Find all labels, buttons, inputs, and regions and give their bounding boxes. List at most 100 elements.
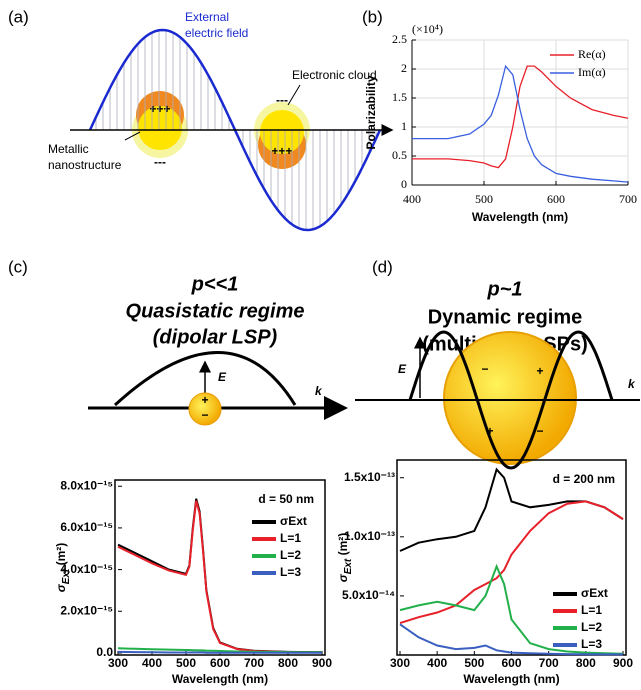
charge: − [201, 408, 208, 422]
y-label-sub: Ext [61, 568, 72, 584]
title: p~1 [486, 278, 522, 300]
x-axis-label: Wavelength (nm) [472, 210, 568, 224]
x-tick-label: 700 [619, 192, 637, 206]
legend-label: L=3 [280, 565, 301, 579]
frame [114, 479, 326, 656]
pointer [124, 131, 141, 141]
metal-label: nanostructure [48, 158, 122, 172]
field-label: electric field [185, 26, 248, 40]
annotation: d = 200 nm [553, 472, 615, 486]
x-tick-label: 600 [210, 656, 230, 670]
x-tick-label: 700 [539, 656, 559, 670]
y-tick-label: 0.5 [392, 148, 407, 162]
x-tick-label: 500 [176, 656, 196, 670]
annotation: d = 50 nm [258, 492, 314, 506]
x-tick-label: 500 [475, 192, 493, 206]
charge: + [201, 393, 208, 407]
y-label-main: Polarizability [364, 75, 378, 149]
legend-label: L=2 [581, 620, 602, 634]
legend-label: L=2 [280, 548, 301, 562]
y-label-unit: (m²) [54, 543, 68, 569]
y-label-unit: (m²) [336, 533, 350, 559]
x-tick-label: 300 [108, 656, 128, 670]
series-line [399, 500, 624, 625]
y-tick-label: 1.5 [392, 90, 407, 104]
y-tick-label: 2 [401, 61, 407, 75]
x-tick-label: 600 [547, 192, 565, 206]
series-line [412, 65, 629, 169]
y-axis-label: Polarizability [364, 75, 378, 149]
panel-c-diagram: (c) p<<1 Quasistatic regime (dipolar LSP… [8, 257, 348, 426]
scale-note: (×10⁴) [412, 22, 443, 36]
y-tick-label: 0.0 [96, 645, 113, 659]
charge: --- [154, 155, 166, 169]
legend-label: L=1 [581, 603, 602, 617]
y-axis-label: σExt (m²) [336, 533, 353, 583]
panel-d-diagram: (d) p~1 Dynamic regime (multipolar LSPs)… [355, 257, 640, 470]
panel-label: (b) [362, 7, 383, 26]
y-tick-label: 2.0x10⁻¹⁵ [60, 603, 113, 617]
title: Quasistatic regime [126, 300, 305, 322]
title: Dynamic regime [428, 306, 583, 328]
y-tick-label: 1 [401, 119, 407, 133]
y-tick-label: 0 [401, 177, 407, 191]
x-tick-label: 400 [142, 656, 162, 670]
legend-label: L=1 [280, 531, 301, 545]
series-line [399, 623, 623, 656]
y-tick-label: 1.0x10⁻¹³ [344, 529, 395, 543]
wave [113, 351, 297, 407]
x-axis-label: Wavelength (nm) [463, 672, 559, 686]
pointer [287, 84, 301, 106]
series-line [117, 650, 322, 654]
x-tick-label: 700 [244, 656, 264, 670]
panel-a: (a) External electric field Electronic c… [8, 7, 394, 232]
k-label: k [315, 384, 323, 398]
y-tick-label: 6.0x10⁻¹⁵ [60, 520, 113, 534]
legend-label: σExt [280, 514, 307, 528]
y-tick-label: 1.5x10⁻¹³ [344, 470, 395, 484]
x-tick-label: 400 [403, 192, 421, 206]
y-tick-label: 2.5 [392, 32, 407, 46]
charge: --- [276, 93, 288, 107]
panel-label: (d) [372, 257, 393, 276]
x-tick-label: 900 [613, 656, 633, 670]
x-tick-label: 400 [427, 656, 447, 670]
x-tick-label: 600 [501, 656, 521, 670]
series-line [117, 500, 323, 654]
charge: +++ [149, 102, 170, 116]
x-axis-label: Wavelength (nm) [172, 672, 268, 686]
frame [396, 459, 627, 656]
charge: − [481, 362, 488, 376]
x-tick-label: 900 [312, 656, 332, 670]
y-tick-label: 4.0x10⁻¹⁵ [60, 562, 113, 576]
x-tick-label: 500 [464, 656, 484, 670]
field-label: External [185, 10, 229, 24]
k-label: k [628, 377, 636, 391]
series-line [117, 647, 323, 654]
charge: + [536, 364, 543, 378]
metal-core [138, 106, 182, 150]
legend-label: L=3 [581, 637, 602, 651]
y-axis-label: σExt (m²) [54, 543, 71, 593]
panel-label: (c) [8, 257, 28, 276]
particle [443, 331, 577, 465]
legend-label: Im(α) [578, 65, 606, 79]
charge: +++ [271, 144, 292, 158]
legend-label: σExt [581, 586, 608, 600]
y-tick-label: 8.0x10⁻¹⁵ [60, 478, 113, 492]
charge: + [486, 424, 493, 438]
particle [188, 392, 222, 426]
y-label-main: σ [336, 573, 350, 582]
cloud-label: Electronic cloud [292, 68, 377, 82]
e-label: E [218, 370, 227, 384]
metal-label: Metallic [48, 142, 89, 156]
panel-label: (a) [8, 7, 29, 26]
charge: − [536, 424, 543, 438]
title: p<<1 [191, 273, 239, 295]
title: (dipolar LSP) [153, 326, 278, 348]
x-tick-label: 800 [278, 656, 298, 670]
y-tick-label: 5.0x10⁻¹⁴ [342, 588, 395, 602]
y-label-main: σ [54, 583, 68, 592]
